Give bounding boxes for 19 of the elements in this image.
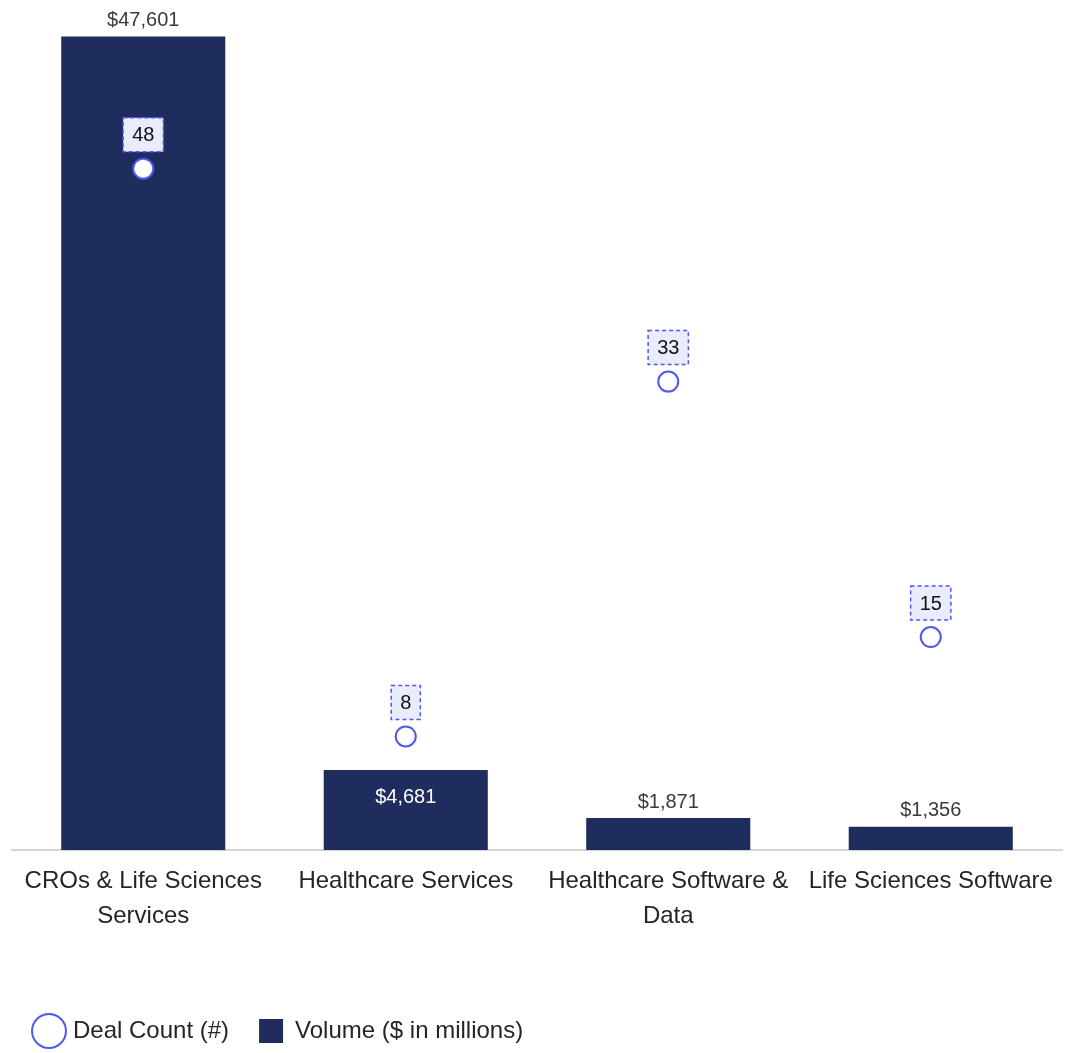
legend-label: Deal Count (#) [73,1015,230,1043]
data-label: $1,871 [637,789,699,812]
x-tick-label: Healthcare Services [298,866,514,894]
data-label: 8 [400,690,412,713]
bar [848,826,1013,850]
data-label: 48 [132,123,155,146]
x-tick-label: Healthcare Software & Data [548,866,789,928]
data-label: $1,356 [900,798,962,821]
legend-label: Volume ($ in millions) [295,1015,524,1043]
data-label: $47,601 [107,7,180,30]
point [132,157,155,180]
bar [323,769,488,850]
data-label: 33 [657,336,680,359]
bar [586,818,751,850]
data-label: 15 [919,591,942,614]
x-tick-label: Life Sciences Software [808,866,1053,894]
x-tick-label: CROs & Life Sciences Services [24,866,262,928]
bar [61,36,226,850]
data-label: $4,681 [375,784,437,807]
